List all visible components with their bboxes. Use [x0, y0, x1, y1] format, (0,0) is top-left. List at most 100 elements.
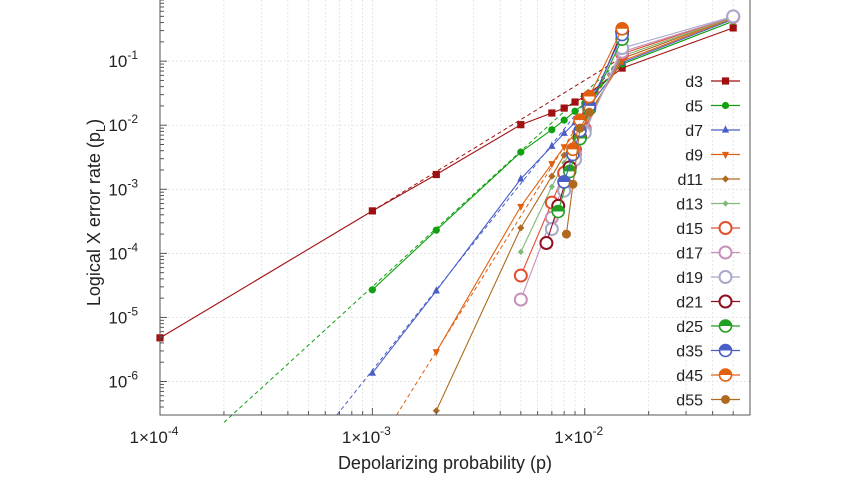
data-point — [432, 226, 440, 234]
y-tick-label-exp: -1 — [127, 48, 138, 62]
legend-item-d9: d9 — [685, 148, 740, 165]
y-axis-title-sub: L — [93, 125, 108, 132]
data-point — [432, 286, 440, 294]
y-tick-label: 10-5 — [108, 304, 138, 327]
data-point — [560, 104, 568, 112]
data-point — [575, 123, 585, 133]
x-tick-label-base: 1×10 — [342, 428, 380, 447]
legend-label: d7 — [685, 123, 703, 140]
y-axis-title: Logical X error rate (pL) — [84, 119, 108, 306]
data-point — [721, 151, 730, 160]
y-tick-label-base: 10 — [108, 180, 127, 199]
axis-ticks: 1×10-4 1×10-3 1×10-210-610-510-410-310-210… — [108, 0, 751, 447]
legend-item-d45: d45 — [676, 368, 740, 385]
data-point — [718, 221, 733, 235]
x-tick-label-exp: -2 — [593, 424, 604, 438]
data-point — [722, 200, 729, 207]
x-axis-title: Depolarizing probability (p) — [338, 453, 552, 473]
x-tick-label-base: 1×10 — [130, 428, 168, 447]
data-point — [548, 172, 556, 180]
legend-item-d13: d13 — [676, 197, 740, 214]
data-point-fill — [616, 22, 629, 29]
data-point — [548, 161, 556, 169]
data-point — [517, 248, 524, 256]
data-point — [726, 9, 741, 24]
data-point — [432, 349, 440, 357]
fit-line-d9 — [396, 53, 623, 416]
y-tick-label-base: 10 — [108, 244, 127, 263]
series-line-d9 — [435, 17, 734, 353]
legend-item-d35: d35 — [676, 344, 740, 361]
y-tick-label-base: 10 — [108, 116, 127, 135]
y-tick-label-exp: -2 — [127, 112, 138, 126]
data-point — [513, 268, 528, 283]
data-point — [517, 121, 525, 129]
x-tick-label: 1×10-3 — [342, 424, 391, 447]
data-point — [560, 151, 568, 159]
y-tick-label: 10-6 — [108, 368, 138, 391]
plot-frame — [159, 0, 751, 416]
data-point — [584, 107, 594, 117]
legend-item-d25: d25 — [676, 319, 740, 336]
legend-item-d11: d11 — [677, 172, 740, 189]
legend-item-d19: d19 — [676, 270, 740, 287]
series-line-d45 — [572, 28, 623, 150]
data-point-fill — [719, 320, 732, 326]
data-point — [721, 175, 730, 183]
legend-item-d17: d17 — [676, 245, 740, 263]
legend-label: d21 — [676, 295, 703, 312]
x-tick-label-base: 1×10 — [554, 428, 592, 447]
legend-item-d15: d15 — [676, 221, 740, 238]
legend-label: d3 — [685, 74, 703, 91]
legend-item-d3: d3 — [685, 74, 740, 91]
data-point — [568, 179, 578, 189]
x-tick-label-exp: -3 — [380, 424, 391, 438]
legend-label: d17 — [676, 246, 703, 263]
data-point — [548, 183, 555, 190]
x-tick-label-exp: -4 — [168, 424, 179, 438]
data-point — [517, 148, 525, 156]
data-point — [517, 174, 525, 182]
data-point — [718, 245, 733, 260]
y-axis-title-main: Logical X error rate (p — [84, 132, 104, 306]
data-point-fill — [583, 90, 596, 97]
legend-item-d5: d5 — [685, 99, 740, 116]
x-tick-label: 1×10-4 — [130, 424, 179, 447]
y-tick-label-base: 10 — [108, 372, 127, 391]
y-tick-label-exp: -4 — [127, 240, 138, 254]
data-point — [618, 64, 626, 72]
legend: d3 d5 d7 d9 d11 d13 d15 d17 d19 d21 d25 d35 d45 d55 — [676, 74, 740, 410]
data-point-fill — [563, 165, 576, 172]
legend-label: d5 — [685, 99, 703, 116]
y-tick-label-exp: -3 — [127, 176, 138, 190]
data-point — [513, 292, 528, 307]
data-point — [368, 207, 376, 215]
data-point — [721, 395, 730, 404]
series-d17 — [513, 9, 741, 307]
data-point — [548, 126, 556, 134]
data-point-fill — [574, 114, 587, 121]
legend-item-d55: d55 — [676, 393, 740, 410]
data-point — [571, 107, 579, 115]
series-group — [156, 9, 741, 415]
legend-label: d15 — [676, 221, 703, 238]
y-axis-title-close: ) — [84, 119, 104, 125]
fit-lines — [223, 53, 623, 423]
y-tick-label: 10-1 — [108, 48, 138, 71]
y-tick-label-exp: -6 — [127, 368, 138, 382]
data-point — [721, 77, 730, 85]
series-line-d55 — [565, 111, 590, 235]
data-point — [571, 98, 579, 106]
data-point — [544, 221, 559, 236]
legend-item-d21: d21 — [676, 294, 740, 312]
legend-label: d45 — [676, 368, 703, 385]
legend-label: d55 — [676, 393, 703, 410]
data-point — [432, 170, 440, 179]
grid — [159, 0, 751, 415]
data-point — [560, 144, 568, 152]
data-point — [548, 109, 556, 117]
series-line-d3 — [159, 27, 734, 339]
data-point — [729, 24, 737, 32]
fit-line-d5 — [223, 58, 623, 423]
